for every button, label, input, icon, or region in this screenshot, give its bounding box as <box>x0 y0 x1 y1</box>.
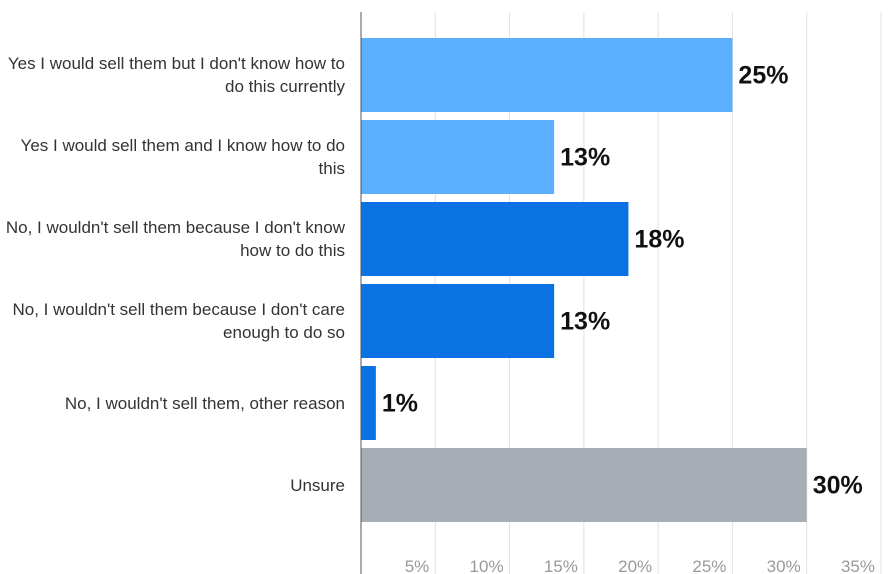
x-tick-label: 5% <box>405 557 430 574</box>
x-tick-label: 15% <box>544 557 578 574</box>
bar <box>361 202 629 276</box>
value-label: 13% <box>560 144 610 172</box>
category-label: No, I wouldn't sell them because I don't… <box>12 300 345 342</box>
bar <box>361 448 807 522</box>
value-label: 30% <box>813 472 863 500</box>
category-label: Unsure <box>290 475 345 495</box>
value-label: 13% <box>560 308 610 336</box>
x-tick-label: 10% <box>470 557 504 574</box>
x-tick-label: 20% <box>618 557 652 574</box>
x-tick-label: 25% <box>692 557 726 574</box>
category-label: Yes I would sell them but I don't know h… <box>7 54 345 96</box>
bar <box>361 38 733 112</box>
bar <box>361 284 555 358</box>
value-label: 18% <box>634 226 684 254</box>
category-label: No, I wouldn't sell them, other reason <box>64 393 345 413</box>
bar <box>361 366 376 440</box>
x-tick-label: 35% <box>841 557 875 574</box>
value-label: 1% <box>382 390 418 418</box>
category-label: Yes I would sell them and I know how to … <box>20 136 345 178</box>
category-label: No, I wouldn't sell them because I don't… <box>5 218 345 260</box>
x-tick-label: 30% <box>767 557 801 574</box>
value-label: 25% <box>738 62 788 90</box>
bar <box>361 120 555 194</box>
